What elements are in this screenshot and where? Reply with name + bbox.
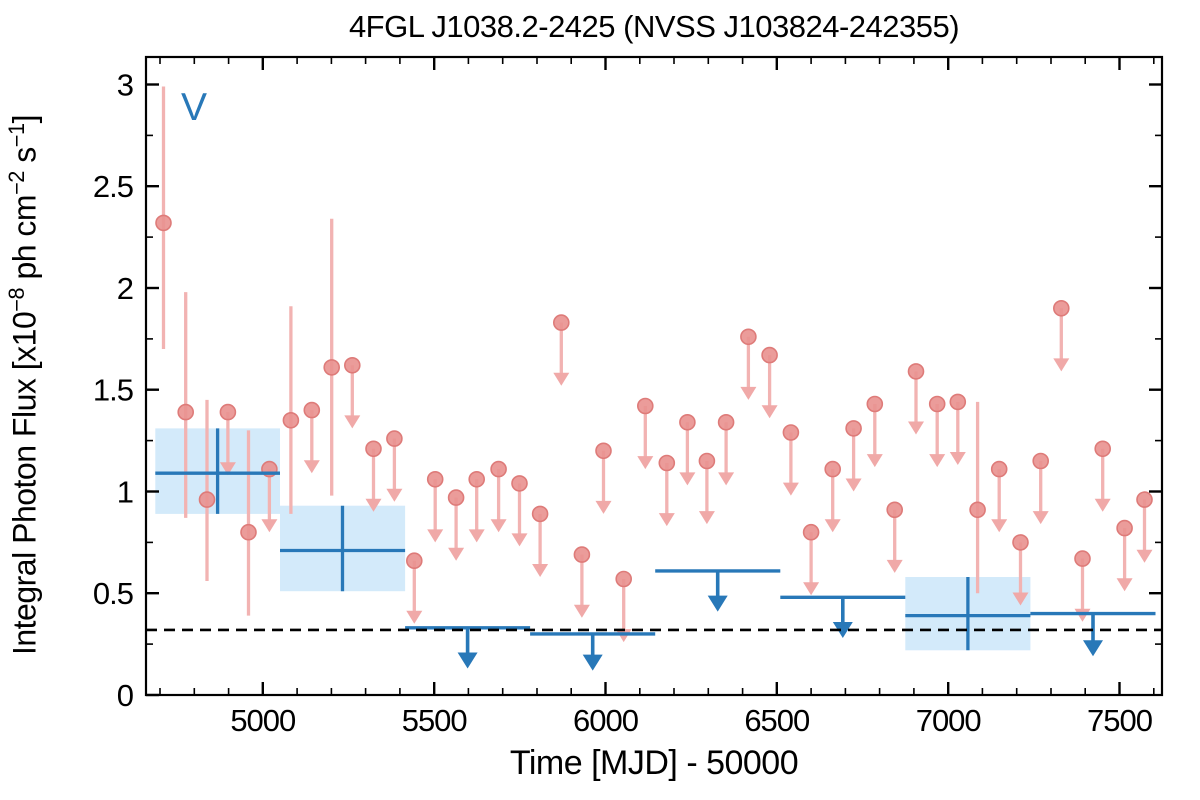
y-axis-label: Integral Photon Flux [x10−8 ph cm−2 s−1] [4,56,44,714]
y-axis-label-text: s [6,147,43,172]
y-axis-label-text: Integral Photon Flux [x10 [6,311,43,656]
svg-text:1.5: 1.5 [93,373,133,408]
svg-text:5500: 5500 [402,703,468,738]
legend-band-label: V [181,86,208,129]
y-axis-label-text: ph cm [6,194,43,288]
svg-text:2: 2 [117,271,133,306]
svg-text:7500: 7500 [1087,703,1153,738]
svg-text:0: 0 [117,678,134,713]
y-axis-exp-8: −8 [4,287,29,312]
y-axis-exp-2: −2 [4,171,29,195]
svg-text:3: 3 [117,68,133,103]
svg-text:2.5: 2.5 [93,169,133,204]
y-axis-label-text: ] [6,115,43,124]
svg-text:1: 1 [117,475,133,510]
svg-text:5000: 5000 [230,703,296,738]
chart-title: 4FGL J1038.2-2425 (NVSS J103824-242355) [348,9,960,44]
svg-text:0.5: 0.5 [93,576,133,611]
svg-text:6000: 6000 [573,703,639,738]
y-axis-exp-1: −1 [4,123,29,148]
svg-text:6500: 6500 [744,703,810,738]
x-axis-label: Time [MJD] - 50000 [509,744,799,782]
svg-text:7000: 7000 [916,703,982,738]
